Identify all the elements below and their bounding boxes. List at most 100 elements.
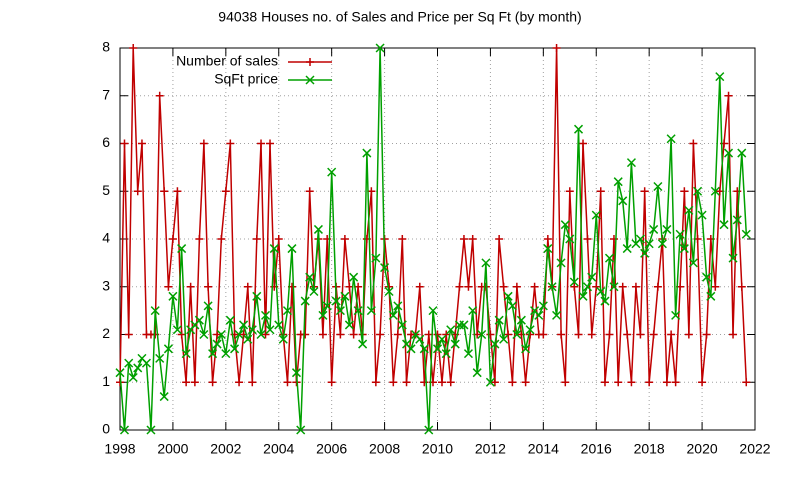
point-marker (194, 315, 204, 325)
point-marker (415, 334, 425, 344)
point-marker (574, 330, 583, 339)
point-marker (689, 139, 698, 148)
point-marker (464, 282, 473, 291)
point-marker (556, 258, 566, 268)
point-marker (252, 291, 262, 301)
point-marker (645, 378, 654, 387)
point-marker (640, 187, 649, 196)
point-marker (605, 330, 614, 339)
point-marker (375, 43, 385, 53)
point-marker (459, 235, 468, 243)
point-marker (636, 330, 645, 339)
y-tick-label: 4 (102, 230, 110, 246)
point-marker (340, 291, 350, 301)
point-marker (573, 124, 584, 134)
point-marker (494, 315, 504, 325)
point-marker (349, 272, 359, 282)
point-marker (671, 378, 680, 387)
point-marker (626, 158, 636, 168)
point-marker (388, 310, 398, 320)
point-marker (450, 339, 460, 349)
y-tick-label: 6 (102, 134, 110, 150)
point-marker (221, 349, 231, 359)
point-marker (472, 368, 482, 378)
point-marker (591, 210, 601, 220)
point-marker (133, 187, 142, 196)
point-marker (622, 244, 632, 254)
point-marker (358, 339, 368, 349)
point-marker (631, 282, 640, 291)
point-marker (371, 378, 380, 387)
point-marker (265, 325, 275, 335)
y-tick-label: 7 (102, 86, 110, 102)
point-marker (521, 378, 530, 387)
point-marker (327, 378, 336, 387)
point-marker (226, 139, 235, 148)
y-tick-label: 0 (102, 421, 110, 437)
point-marker (623, 330, 632, 339)
point-marker (570, 282, 579, 291)
point-marker (446, 378, 455, 387)
point-marker (561, 378, 570, 387)
point-marker (335, 306, 345, 316)
point-marker (349, 330, 358, 339)
point-marker (468, 235, 477, 243)
point-marker (155, 91, 164, 100)
point-marker (243, 282, 252, 291)
point-marker (737, 282, 746, 291)
point-marker (362, 148, 372, 158)
point-marker (499, 334, 509, 344)
point-marker (252, 235, 261, 243)
point-marker (613, 177, 623, 187)
point-marker (618, 196, 628, 206)
point-marker (301, 330, 310, 339)
point-marker (600, 378, 609, 387)
point-marker (115, 368, 125, 378)
point-marker (644, 239, 654, 249)
point-marker (172, 325, 182, 335)
point-marker (419, 344, 429, 354)
point-marker (468, 306, 478, 316)
point-marker (662, 224, 672, 234)
point-marker (266, 139, 275, 148)
point-marker (649, 330, 658, 339)
point-marker (560, 220, 570, 230)
point-marker (442, 330, 451, 339)
point-marker (557, 330, 566, 339)
point-marker (208, 378, 217, 387)
point-marker (635, 234, 645, 244)
point-marker (393, 330, 402, 339)
point-marker (318, 330, 327, 339)
point-marker (344, 320, 354, 330)
point-marker (173, 187, 182, 196)
point-marker (715, 72, 725, 82)
point-marker (313, 224, 323, 234)
x-tick-label: 2008 (369, 441, 400, 457)
point-marker (459, 320, 469, 330)
point-marker (706, 291, 716, 301)
point-marker (415, 282, 424, 291)
point-marker (596, 286, 606, 297)
point-marker (516, 315, 526, 325)
x-tick-label: 2020 (687, 441, 718, 457)
point-marker (640, 248, 650, 258)
point-marker (230, 344, 240, 354)
point-marker (217, 235, 226, 243)
point-marker (693, 186, 703, 196)
point-marker (521, 344, 531, 354)
point-marker (455, 282, 464, 291)
point-marker (653, 181, 663, 192)
point-marker (512, 329, 522, 340)
point-marker (485, 377, 495, 387)
point-marker (168, 235, 177, 243)
point-marker (742, 378, 751, 387)
point-marker (600, 296, 610, 306)
point-marker (278, 334, 288, 344)
point-marker (481, 282, 490, 291)
point-marker (569, 277, 579, 287)
point-marker (702, 272, 712, 282)
point-marker (582, 282, 593, 292)
point-marker (406, 344, 416, 354)
point-marker (291, 368, 302, 378)
